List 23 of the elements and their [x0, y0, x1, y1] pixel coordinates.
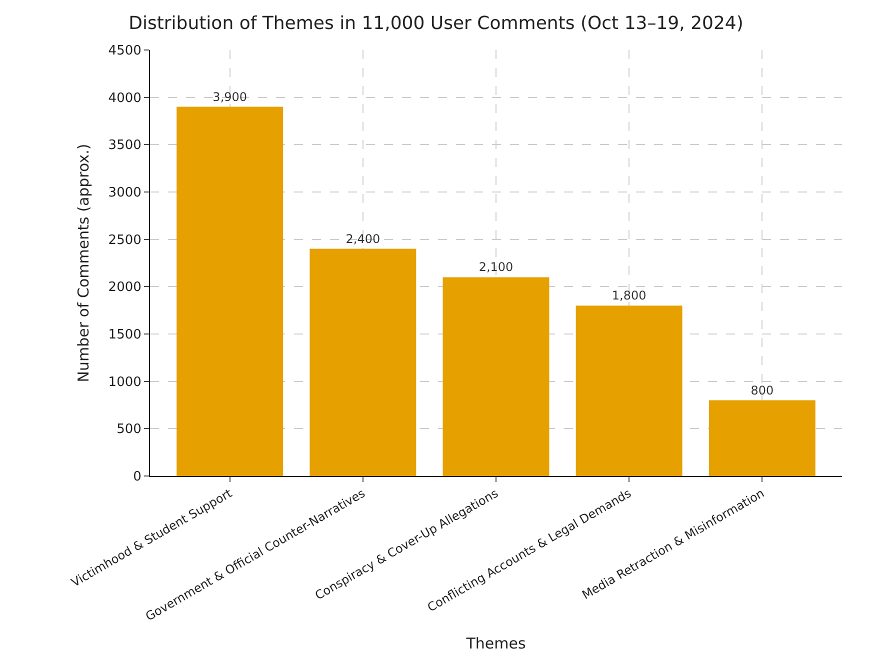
data-label: 3,900	[212, 90, 248, 104]
bar	[176, 106, 284, 476]
bar	[576, 306, 682, 476]
y-tick-label: 2500	[108, 232, 142, 248]
bar	[708, 400, 816, 476]
y-tick-label: 1000	[108, 374, 142, 390]
y-tick-label: 4000	[108, 90, 142, 106]
y-tick-label: 500	[116, 422, 142, 438]
data-label: 1,800	[612, 288, 646, 303]
chart-title: Distribution of Themes in 11,000 User Comments (Oct 13–19, 2024)	[128, 13, 744, 34]
data-label: 2,400	[346, 232, 380, 246]
y-tick-label: 1500	[108, 328, 142, 343]
bar	[442, 277, 550, 476]
y-tick-label: 3000	[108, 186, 142, 201]
y-tick-label: 2000	[108, 280, 142, 296]
y-tick-label: 3500	[108, 138, 142, 154]
bar	[310, 248, 416, 476]
data-label: 800	[750, 383, 774, 398]
y-tick-label: 0	[133, 470, 142, 485]
y-tick-label: 4500	[108, 44, 142, 59]
x-axis-title: Themes	[465, 634, 526, 653]
y-axis-title: Number of Comments (approx.)	[74, 144, 93, 382]
data-label: 2,100	[478, 260, 514, 274]
